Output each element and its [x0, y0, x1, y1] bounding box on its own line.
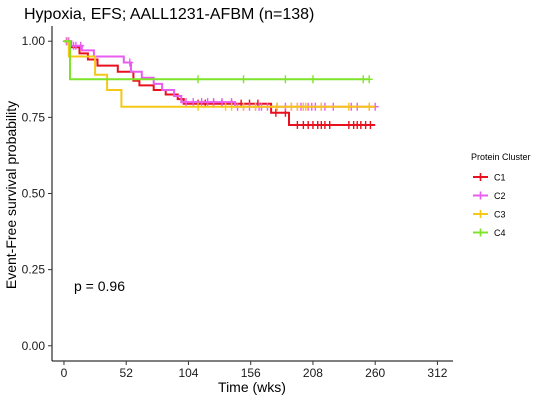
x-tick-label: 260 [365, 366, 385, 380]
y-ticks: 0.00 0.25 0.50 0.75 1.00 [22, 34, 52, 353]
survival-curve-c1 [64, 40, 376, 126]
legend-label: C3 [494, 210, 506, 220]
censor-mark [204, 98, 212, 107]
censor-mark [287, 102, 295, 111]
censor-mark [273, 102, 281, 111]
censor-mark [309, 75, 317, 84]
p-value-annotation: p = 0.96 [74, 278, 125, 294]
censor-mark [359, 75, 367, 84]
censor-mark [240, 102, 248, 111]
y-tick-label: 0.50 [22, 187, 46, 201]
y-tick-label: 0.25 [22, 263, 46, 277]
x-tick-label: 52 [120, 366, 134, 380]
y-tick-label: 0.00 [22, 339, 46, 353]
y-axis-title: Event-Free survival probability [3, 101, 19, 289]
series-c4 [64, 40, 373, 84]
x-tick-label: 0 [61, 366, 68, 380]
legend-item-c2: C2 [473, 191, 506, 201]
censor-mark [281, 75, 289, 84]
censor-mark [182, 98, 190, 107]
legend-item-c4: C4 [473, 228, 506, 238]
censor-mark [365, 75, 373, 84]
x-tick-label: 156 [241, 366, 261, 380]
legend-label: C4 [494, 228, 506, 238]
legend-label: C1 [494, 173, 506, 183]
censor-mark [302, 102, 310, 111]
censor-mark [194, 102, 202, 111]
censor-mark [240, 75, 248, 84]
censor-mark [251, 102, 259, 111]
series-c1 [64, 40, 376, 129]
censor-mark [345, 102, 353, 111]
y-tick-label: 0.75 [22, 110, 46, 124]
x-tick-label: 312 [427, 366, 447, 380]
censor-mark [222, 102, 230, 111]
censor-mark [198, 98, 206, 107]
series-c2 [62, 37, 379, 111]
censor-mark [77, 41, 85, 50]
censor-mark [366, 120, 374, 129]
censor-mark [317, 102, 325, 111]
survival-curve-c3 [64, 40, 376, 108]
censor-mark [210, 98, 218, 107]
chart-title: Hypoxia, EFS; AALL1231-AFBM (n=138) [24, 6, 314, 23]
legend-label: C2 [494, 191, 506, 201]
legend-item-c3: C3 [473, 210, 506, 220]
censor-mark [194, 75, 202, 84]
censor-mark [272, 108, 280, 117]
censor-mark [189, 98, 197, 107]
x-axis-title: Time (wks) [218, 379, 286, 395]
censor-mark [293, 120, 301, 129]
legend-title: Protein Cluster [471, 152, 531, 162]
survival-curve-c2 [64, 40, 376, 108]
legend-items: C1 C2 C3 C4 [473, 173, 506, 238]
censor-mark [326, 120, 334, 129]
series-layer [62, 37, 379, 129]
censor-mark [218, 98, 226, 107]
plot-area: 0 52 104 156 208 260 312 0.000.250.500.751.00 … [22, 26, 453, 380]
censor-mark [126, 58, 134, 67]
censor-mark [365, 102, 373, 111]
legend-item-c1: C1 [473, 173, 506, 183]
censor-mark [293, 102, 301, 111]
censor-mark [228, 102, 236, 111]
survival-curve-c4 [64, 40, 370, 81]
legend: Protein Cluster C1 C2 C3 C4 [471, 152, 531, 238]
x-tick-label: 104 [178, 366, 198, 380]
x-ticks: 0 52 104 156 208 260 312 [61, 361, 448, 380]
y-tick-label: 1.00 [22, 34, 46, 48]
series-c3 [64, 37, 376, 111]
x-tick-label: 208 [303, 366, 323, 380]
